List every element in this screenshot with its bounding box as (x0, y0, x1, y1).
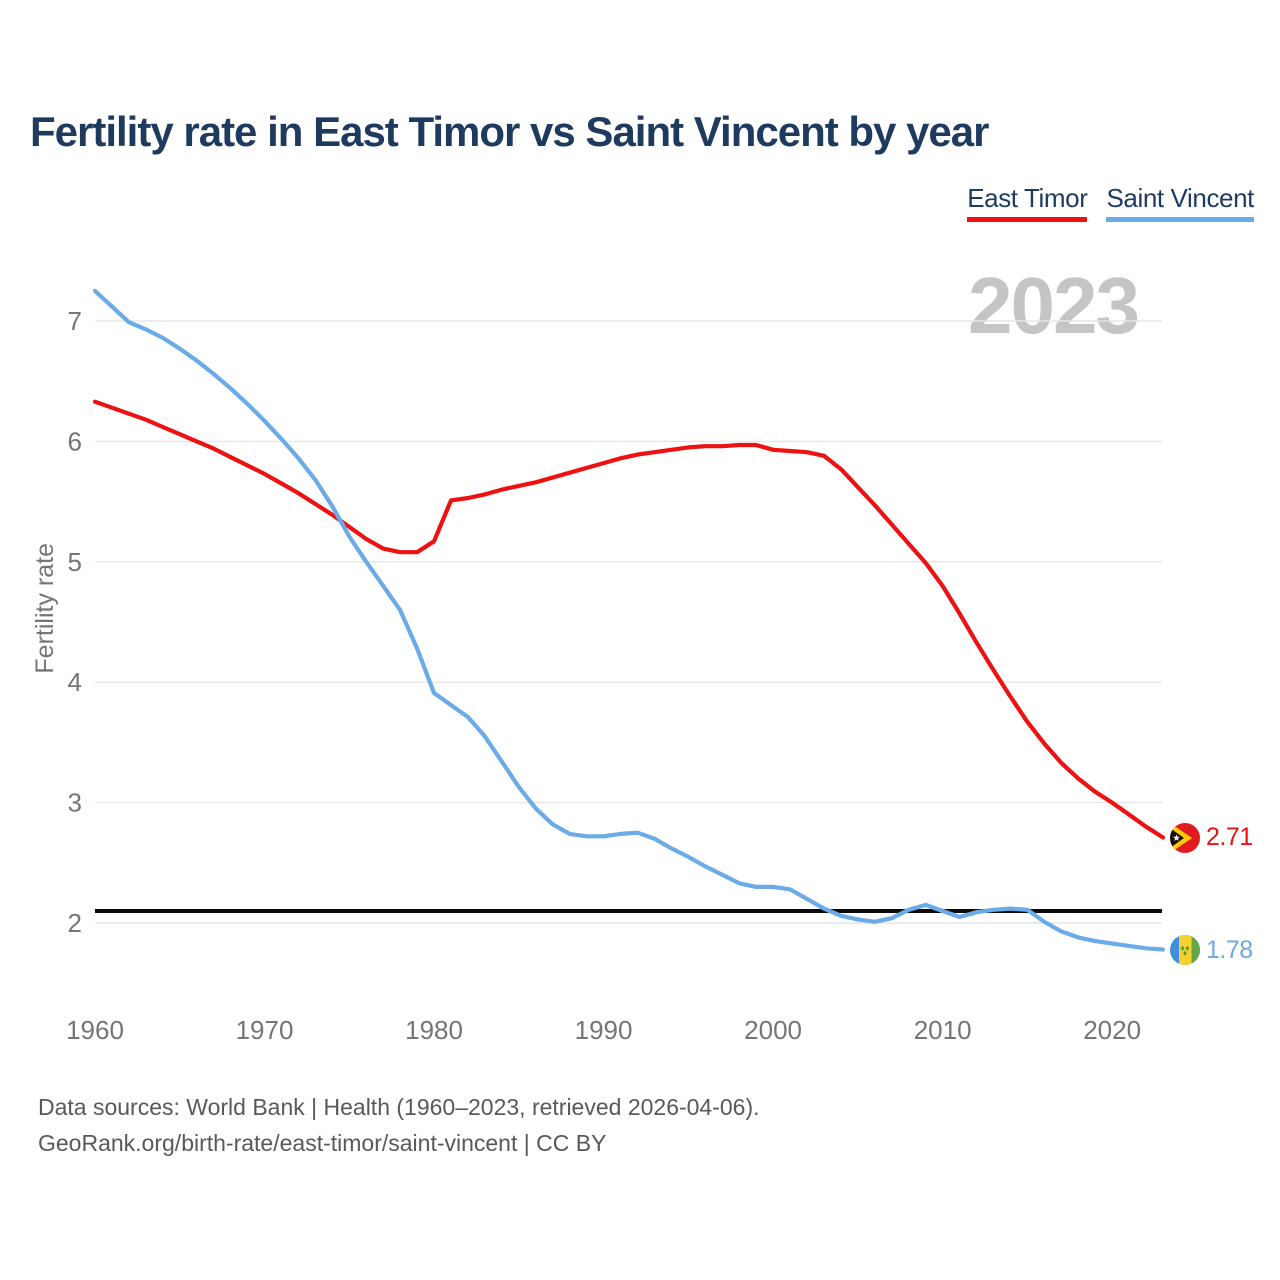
saint-vincent-end-value: 1.78 (1206, 936, 1253, 964)
x-tick-1970: 1970 (236, 1015, 294, 1045)
legend-item-east-timor[interactable]: East Timor (967, 183, 1088, 222)
legend-item-saint-vincent[interactable]: Saint Vincent (1106, 183, 1254, 222)
y-tick-3: 3 (68, 788, 82, 818)
y-tick-6: 6 (68, 426, 82, 456)
legend: East Timor Saint Vincent (967, 183, 1254, 222)
footer: Data sources: World Bank | Health (1960–… (38, 1089, 760, 1161)
x-tick-1960: 1960 (66, 1015, 124, 1045)
x-tick-2020: 2020 (1083, 1015, 1141, 1045)
x-tick-2000: 2000 (744, 1015, 802, 1045)
data-sources-line: Data sources: World Bank | Health (1960–… (38, 1094, 760, 1120)
chart-title: Fertility rate in East Timor vs Saint Vi… (30, 108, 989, 155)
y-tick-4: 4 (68, 667, 82, 697)
x-tick-1990: 1990 (575, 1015, 633, 1045)
year-watermark: 2023 (968, 261, 1140, 350)
y-tick-5: 5 (68, 547, 82, 577)
east-timor-flag-icon (1170, 823, 1200, 853)
saint-vincent-line (92, 288, 1166, 952)
saint-vincent-flag-icon (1170, 935, 1200, 965)
east-timor-line (92, 399, 1166, 840)
attribution-link[interactable]: GeoRank.org/birth-rate/east-timor/saint-… (38, 1130, 607, 1156)
y-tick-2: 2 (68, 908, 82, 938)
east-timor-end-value: 2.71 (1206, 823, 1253, 851)
y-tick-7: 7 (68, 306, 82, 336)
x-tick-1980: 1980 (405, 1015, 463, 1045)
x-tick-2010: 2010 (914, 1015, 972, 1045)
